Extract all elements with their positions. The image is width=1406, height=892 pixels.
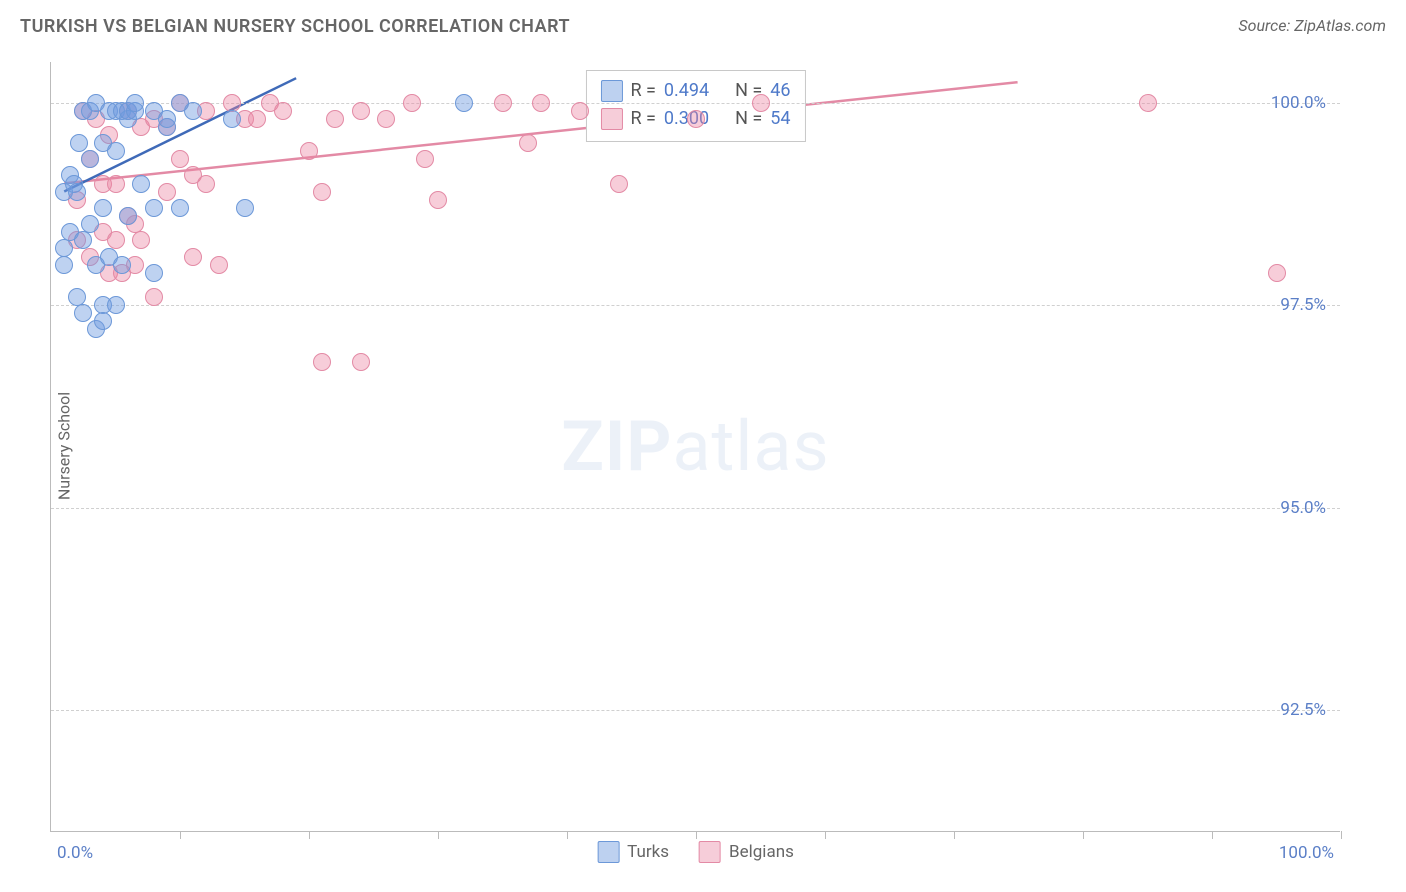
data-point-belgians [429,191,447,209]
data-point-turks [113,256,131,274]
x-tick [954,831,955,839]
x-tick [1212,831,1213,839]
x-tick [309,831,310,839]
legend-swatch-turks [597,841,619,863]
data-point-turks [236,199,254,217]
chart-container: TURKISH VS BELGIAN NURSERY SCHOOL CORREL… [0,0,1406,892]
legend-swatch-belgians [699,841,721,863]
data-point-belgians [532,94,550,112]
data-point-belgians [274,102,292,120]
y-tick-label: 97.5% [1280,295,1326,315]
stats-box: R = 0.494 N = 46 R = 0.300 N = 54 [585,70,805,142]
data-point-belgians [352,353,370,371]
bottom-legend: Turks Belgians [597,841,794,863]
x-tick [825,831,826,839]
data-point-turks [184,102,202,120]
data-point-turks [55,256,73,274]
data-point-turks [158,110,176,128]
data-point-belgians [248,110,266,128]
trendlines-svg [51,62,1340,831]
data-point-belgians [300,142,318,160]
data-point-belgians [494,94,512,112]
data-point-turks [107,296,125,314]
data-point-turks [74,231,92,249]
x-tick [1083,831,1084,839]
gridline [51,508,1340,509]
data-point-belgians [571,102,589,120]
data-point-turks [223,110,241,128]
data-point-belgians [145,288,163,306]
plot-area: ZIPatlas R = 0.494 N = 46 R = 0.300 N = … [50,62,1340,832]
data-point-belgians [416,150,434,168]
x-axis-max-label: 100.0% [1279,843,1334,863]
data-point-belgians [313,183,331,201]
data-point-turks [55,239,73,257]
header: TURKISH VS BELGIAN NURSERY SCHOOL CORREL… [20,16,1386,37]
data-point-belgians [313,353,331,371]
data-point-turks [455,94,473,112]
data-point-belgians [132,231,150,249]
legend-item-turks: Turks [597,841,669,863]
data-point-belgians [210,256,228,274]
swatch-turks [600,80,622,102]
data-point-belgians [1139,94,1157,112]
data-point-belgians [519,134,537,152]
data-point-turks [119,207,137,225]
stats-n-turks: 46 [770,77,790,105]
stats-r-label: R = [630,105,655,133]
data-point-turks [171,199,189,217]
x-tick [696,831,697,839]
y-tick-label: 100.0% [1271,93,1326,113]
stats-n-belgians: 54 [770,105,790,133]
y-tick-label: 92.5% [1280,700,1326,720]
data-point-belgians [197,175,215,193]
data-point-belgians [158,183,176,201]
data-point-turks [94,312,112,330]
data-point-turks [68,183,86,201]
data-point-turks [70,134,88,152]
y-tick-label: 95.0% [1280,498,1326,518]
data-point-belgians [184,248,202,266]
legend-item-belgians: Belgians [699,841,794,863]
x-tick [438,831,439,839]
data-point-turks [126,94,144,112]
stats-r-turks: 0.494 [664,77,709,105]
data-point-belgians [326,110,344,128]
data-point-belgians [377,110,395,128]
data-point-turks [94,199,112,217]
data-point-belgians [107,175,125,193]
x-axis-min-label: 0.0% [57,843,93,863]
data-point-turks [81,215,99,233]
swatch-belgians [600,108,622,130]
data-point-belgians [171,150,189,168]
x-tick [567,831,568,839]
gridline [51,305,1340,306]
data-point-turks [81,150,99,168]
data-point-belgians [752,94,770,112]
source-attribution: Source: ZipAtlas.com [1238,16,1386,35]
data-point-turks [107,142,125,160]
data-point-belgians [610,175,628,193]
data-point-turks [145,264,163,282]
legend-label-turks: Turks [627,842,669,862]
stats-r-label: R = [630,77,655,105]
legend-label-belgians: Belgians [729,842,794,862]
x-tick [180,831,181,839]
data-point-belgians [403,94,421,112]
data-point-belgians [352,102,370,120]
data-point-belgians [1268,264,1286,282]
data-point-belgians [687,110,705,128]
x-tick [1341,831,1342,839]
data-point-turks [132,175,150,193]
gridline [51,710,1340,711]
data-point-turks [145,199,163,217]
chart-title: TURKISH VS BELGIAN NURSERY SCHOOL CORREL… [20,16,570,37]
data-point-turks [74,304,92,322]
